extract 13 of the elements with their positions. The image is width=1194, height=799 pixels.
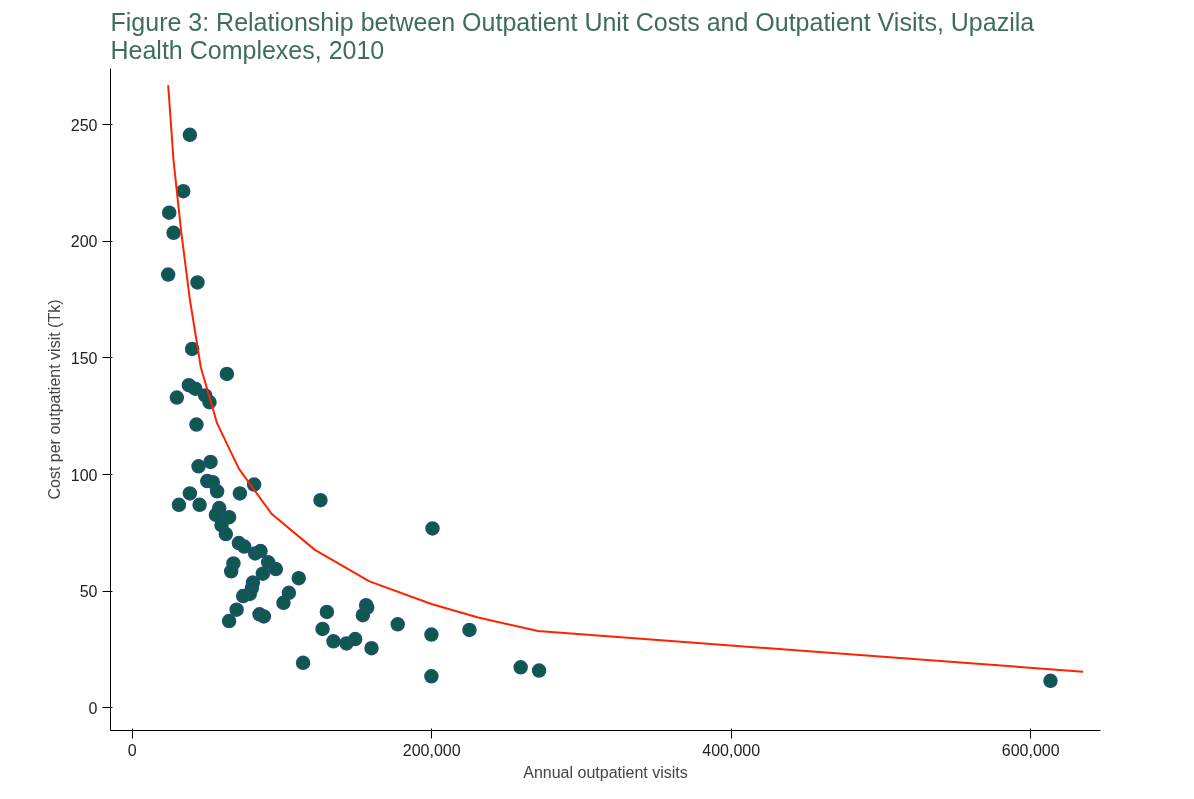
y-tick-label: 100 xyxy=(70,466,98,484)
x-tick-label: 0 xyxy=(127,741,137,759)
y-tick-label: 0 xyxy=(88,699,98,717)
x-tick-label: 200,000 xyxy=(402,741,461,759)
x-tick-label: 400,000 xyxy=(702,741,761,759)
y-tick-label: 250 xyxy=(70,116,98,134)
y-tick-label: 150 xyxy=(70,349,98,367)
y-axis-title: Cost per outpatient visit (Tk) xyxy=(45,299,63,500)
x-tick-label: 600,000 xyxy=(1001,741,1060,759)
x-axis-title: Annual outpatient visits xyxy=(523,763,688,781)
y-tick-label: 50 xyxy=(79,583,98,601)
y-tick-label: 200 xyxy=(70,233,98,251)
chart-title: Figure 3: Relationship between Outpatient Unit Costs and Outpatient Visits, Upazila Health Complexes, 2010 xyxy=(110,7,1035,64)
